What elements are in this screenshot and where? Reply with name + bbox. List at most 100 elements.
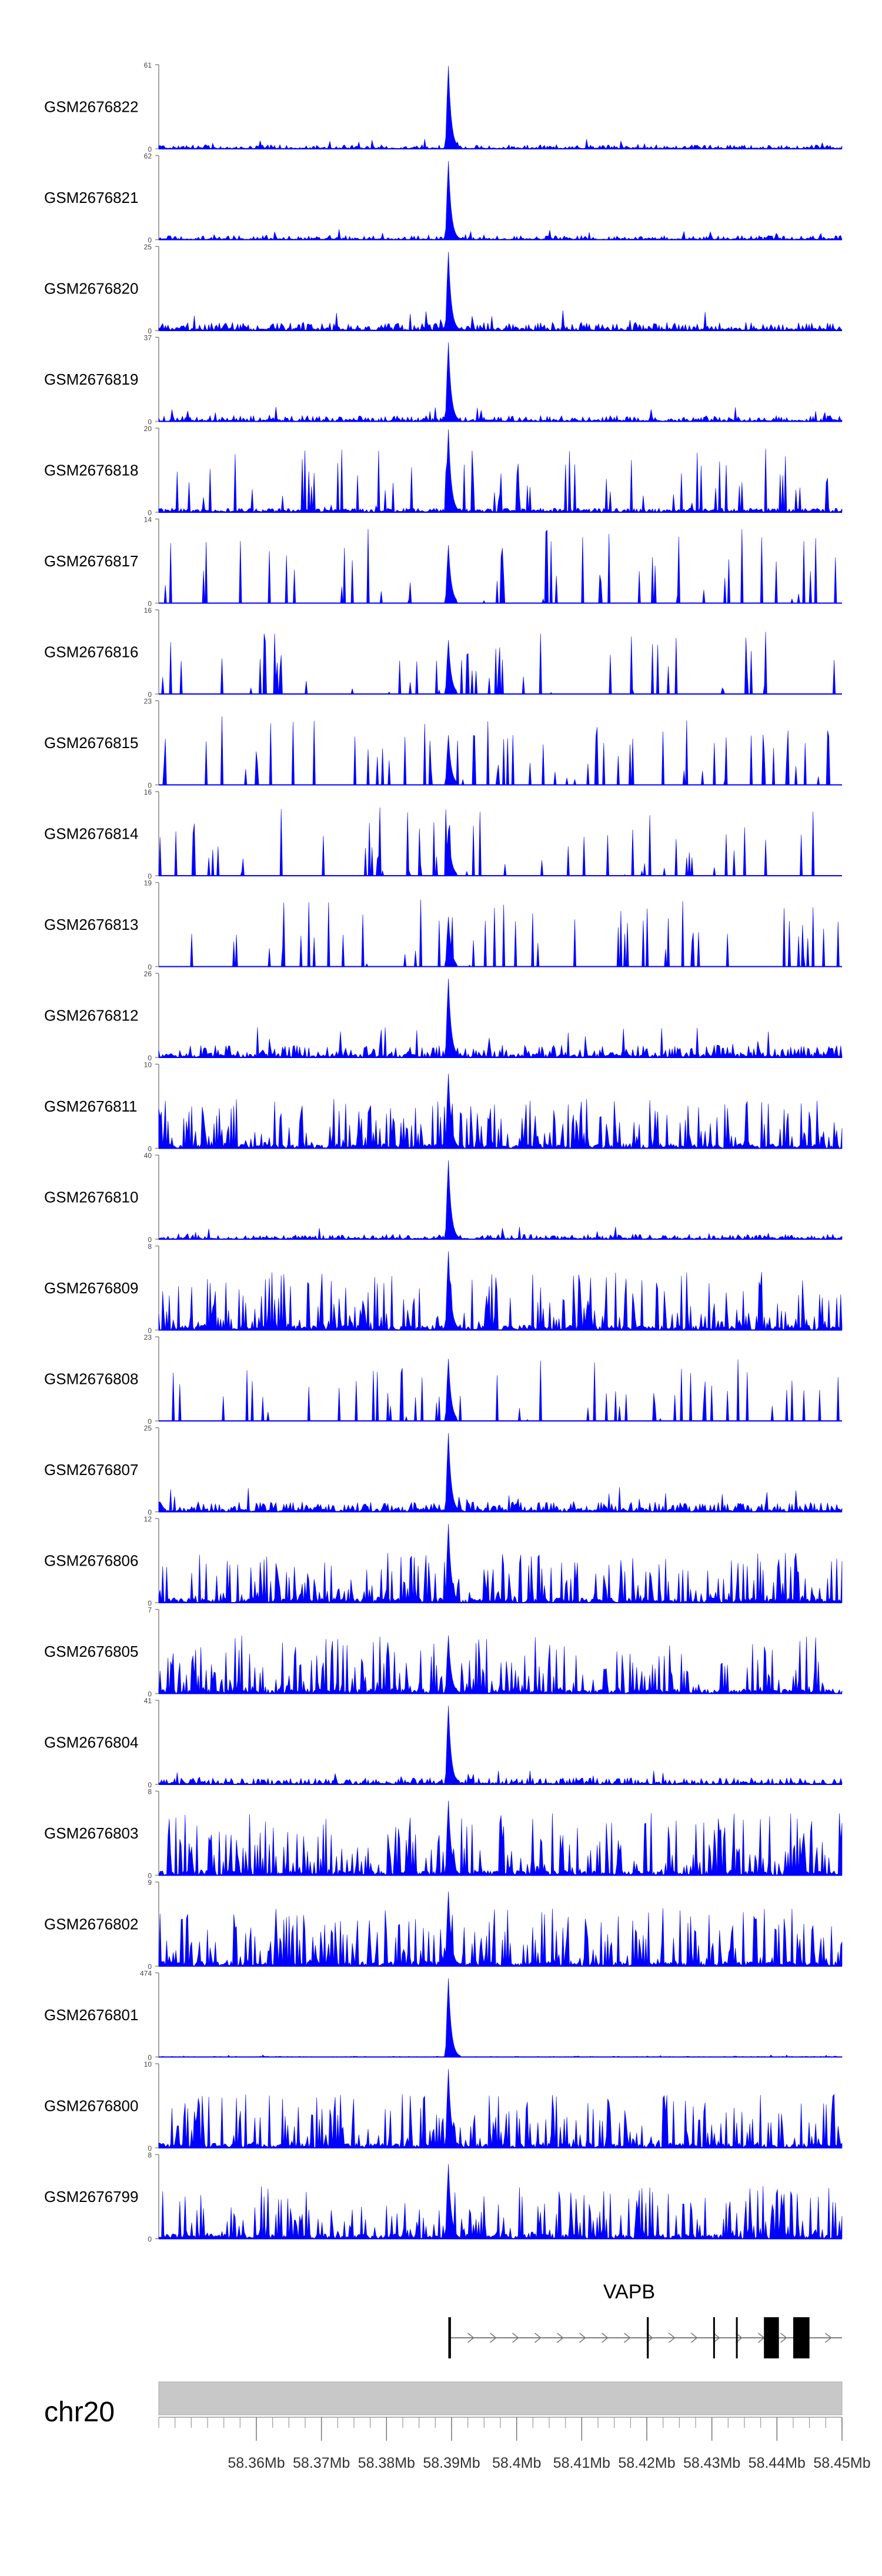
track-GSM2676813: GSM2676813 19 0 <box>44 879 842 972</box>
track-GSM2676799: GSM2676799 8 0 <box>44 2151 843 2244</box>
signal-tracks: GSM2676822610GSM2676821620GSM2676820250G… <box>44 61 843 2244</box>
track-GSM2676811: GSM2676811 10 0 <box>44 1061 843 1153</box>
y-max-label: 8 <box>148 1243 152 1251</box>
signal-area <box>159 632 842 695</box>
track-GSM2676816: GSM2676816 16 0 <box>44 606 842 699</box>
signal-area <box>158 1433 843 1513</box>
y-max-label: 16 <box>144 788 152 796</box>
track-GSM2676821: GSM2676821 62 0 <box>44 152 843 245</box>
y-min-label: 0 <box>148 2144 152 2153</box>
x-tick-label: 58.36Mb <box>228 2455 285 2471</box>
strand-arrow <box>602 2333 609 2343</box>
y-max-label: 40 <box>144 1152 152 1160</box>
strand-arrow <box>780 2333 787 2343</box>
signal-area <box>158 1073 843 1149</box>
gene-exon <box>448 2317 451 2358</box>
track-GSM2676800: GSM2676800 10 0 <box>44 2060 843 2153</box>
strand-arrow <box>691 2333 698 2343</box>
signal-area <box>158 1635 843 1694</box>
gene-label: VAPB <box>603 2281 655 2303</box>
track-label: GSM2676804 <box>44 1734 138 1751</box>
track-GSM2676804: GSM2676804 41 0 <box>44 1697 843 1789</box>
track-label: GSM2676800 <box>44 2097 138 2115</box>
signal-area <box>158 65 843 149</box>
signal-area <box>159 716 842 785</box>
track-GSM2676819: GSM2676819 37 0 <box>44 334 843 426</box>
strand-arrow <box>512 2333 519 2343</box>
track-label: GSM2676811 <box>44 1097 138 1115</box>
x-tick-label: 58.38Mb <box>358 2455 415 2471</box>
y-max-label: 16 <box>144 606 152 615</box>
signal-area <box>158 1891 843 1967</box>
x-tick-label: 58.43Mb <box>683 2455 740 2471</box>
y-min-label: 0 <box>148 963 152 972</box>
track-label: GSM2676810 <box>44 1189 138 1206</box>
gene-exon <box>764 2317 779 2358</box>
y-min-label: 0 <box>148 2235 152 2244</box>
y-min-label: 0 <box>148 1781 152 1789</box>
track-label: GSM2676806 <box>44 1552 138 1570</box>
strand-arrow <box>713 2333 720 2343</box>
signal-area <box>158 1706 843 1785</box>
y-min-label: 0 <box>148 236 152 245</box>
track-label: GSM2676813 <box>44 916 138 933</box>
genome-axis: chr20 58.36Mb 58.37Mb 58.38Mb 58.39Mb 58.4Mb… <box>44 2381 871 2471</box>
y-min-label: 0 <box>148 1054 152 1062</box>
y-max-label: 25 <box>144 243 152 251</box>
y-max-label: 7 <box>148 1606 152 1614</box>
y-max-label: 8 <box>148 2151 152 2160</box>
y-min-label: 0 <box>148 1417 152 1426</box>
signal-area <box>159 899 842 967</box>
track-GSM2676820: GSM2676820 25 0 <box>44 243 843 335</box>
strand-arrow <box>825 2333 832 2343</box>
signal-area <box>158 342 843 422</box>
strand-arrow <box>556 2333 564 2343</box>
y-min-label: 0 <box>148 418 152 426</box>
y-min-label: 0 <box>148 1509 152 1517</box>
x-tick-label: 58.39Mb <box>423 2455 480 2471</box>
signal-area <box>158 161 843 241</box>
track-GSM2676805: GSM2676805 7 0 <box>44 1606 843 1699</box>
track-GSM2676806: GSM2676806 12 0 <box>44 1515 843 1607</box>
signal-area <box>158 1978 843 2057</box>
strand-arrow <box>736 2333 743 2343</box>
track-GSM2676822: GSM2676822 61 0 <box>44 61 843 154</box>
track-label: GSM2676803 <box>44 1824 138 1842</box>
track-label: GSM2676809 <box>44 1279 138 1297</box>
signal-area <box>158 978 843 1059</box>
signal-area <box>158 807 842 876</box>
x-tick-label: 58.42Mb <box>618 2455 675 2471</box>
x-tick-label: 58.37Mb <box>293 2455 350 2471</box>
y-max-label: 12 <box>144 1515 152 1523</box>
y-max-label: 25 <box>144 1424 152 1433</box>
track-GSM2676810: GSM2676810 40 0 <box>44 1152 843 1244</box>
signal-area <box>158 252 843 331</box>
strand-arrow <box>669 2333 676 2343</box>
strand-arrow <box>489 2333 497 2343</box>
y-max-label: 10 <box>144 2060 152 2068</box>
y-min-label: 0 <box>148 1872 152 1880</box>
track-label: GSM2676822 <box>44 98 138 116</box>
y-max-label: 41 <box>144 1697 152 1705</box>
y-max-label: 9 <box>148 1878 152 1887</box>
y-min-label: 0 <box>148 600 152 608</box>
track-GSM2676801: GSM2676801 474 0 <box>44 1970 843 2062</box>
y-min-label: 0 <box>148 145 152 154</box>
signal-area <box>158 1800 843 1876</box>
y-min-label: 0 <box>148 1236 152 1244</box>
y-min-label: 0 <box>148 1963 152 1971</box>
y-min-label: 0 <box>148 872 152 880</box>
gene-exon <box>736 2317 738 2358</box>
signal-area <box>158 2069 843 2149</box>
track-label: GSM2676816 <box>44 643 138 661</box>
track-label: GSM2676808 <box>44 1370 138 1388</box>
strand-arrow <box>467 2333 475 2343</box>
track-label: GSM2676815 <box>44 734 138 752</box>
track-GSM2676815: GSM2676815 23 0 <box>44 698 842 790</box>
gene-exon <box>793 2317 810 2358</box>
track-GSM2676812: GSM2676812 26 0 <box>44 970 843 1062</box>
x-tick-label: 58.44Mb <box>749 2455 806 2471</box>
y-min-label: 0 <box>148 1145 152 1153</box>
y-min-label: 0 <box>148 1690 152 1699</box>
